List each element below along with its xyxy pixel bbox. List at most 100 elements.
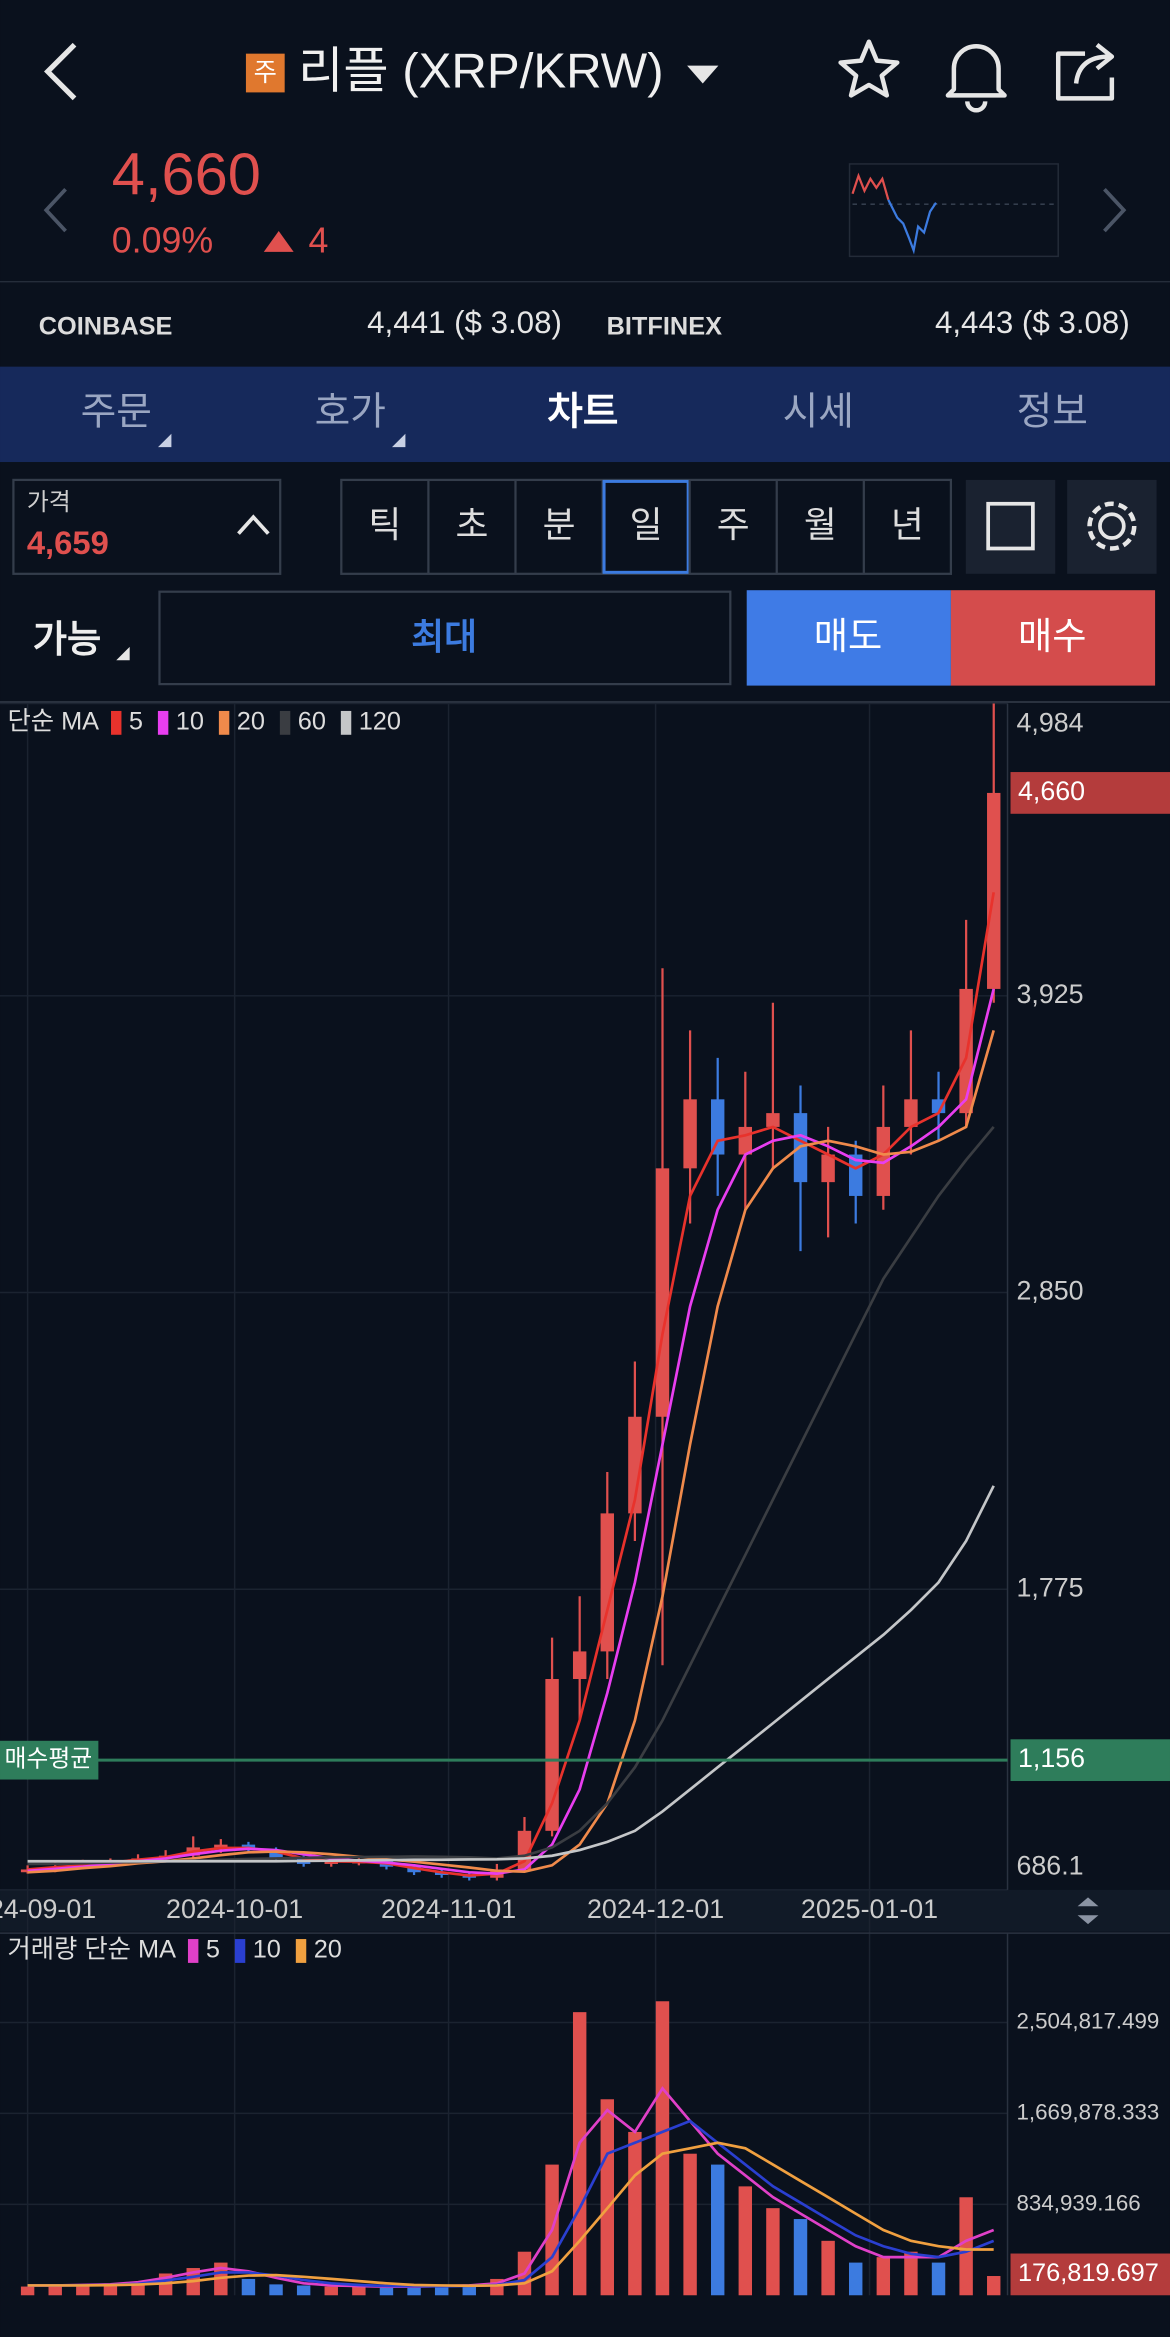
candle-body [710,1099,725,1155]
candle-body [766,1113,780,1127]
next-button[interactable] [1103,188,1127,233]
sell: 매도 [814,615,883,657]
favorite-button[interactable] [838,39,900,98]
legend-label: 20 [314,1936,342,1964]
value-tag [1010,2253,1170,2296]
prev-button[interactable] [43,188,67,233]
caret[interactable] [237,514,270,535]
candle-body [683,1099,697,1169]
price: 4,660 [112,141,261,208]
tab[interactable]: 시세 [783,391,854,434]
legend-label: 10 [176,708,204,736]
volume-bar [296,2285,311,2296]
candle-body [214,1844,228,1848]
volume-bar [600,2099,614,2296]
candle-body [904,1099,918,1127]
max-box[interactable] [158,590,732,686]
tab[interactable]: 호가 [315,391,386,434]
legend-title: 단순 MA [7,708,99,736]
legend-label: 120 [359,708,401,736]
candle-body [987,792,1001,989]
available[interactable]: 가능 [33,618,102,660]
x-tick-label: 2024-10-01 [166,1894,303,1924]
volume-bar [269,2284,283,2296]
volume-bar [683,2153,697,2296]
price-box[interactable] [12,478,282,575]
dropdown-icon[interactable] [687,65,719,84]
candle-body [849,1154,863,1196]
exchange-price: 4,443 ($ 3.08) [935,305,1130,340]
x-tick-label: 2024-09-01 [0,1894,96,1924]
volume-bar [959,2197,973,2296]
mini-chart-up [851,172,890,201]
layout-button[interactable] [965,479,1056,574]
up-icon [263,231,294,252]
settings-button[interactable] [1067,479,1157,574]
volume-bar [20,2286,35,2296]
candle-body [931,1099,946,1114]
sell-button[interactable] [746,590,951,686]
volume-bar [628,2131,642,2296]
legend-label: 10 [253,1936,281,1964]
volume-bar [352,2285,366,2296]
interval[interactable]: 주 [717,505,750,545]
exchange-name: BITFINEX [607,313,722,341]
ma-line [27,1029,995,1874]
back-button[interactable] [44,42,77,101]
candle-body [655,1168,670,1417]
volume-bar [793,2219,808,2296]
value-tag-label: 4,660 [1018,776,1085,806]
volume-bar [434,2285,449,2296]
x-axis-strip [0,1889,1170,1932]
tabs: 주문 호가 차트 시세 정보 [81,391,1088,434]
candle-body [269,1850,283,1859]
price-box-label: 가격 [27,489,71,516]
tab[interactable]: 정보 [1017,391,1088,434]
interval[interactable]: 분 [543,505,576,545]
max: 최대 [411,617,477,657]
average-label: 매수평균 [4,1745,92,1772]
legend-label: 5 [129,708,143,736]
buy-button[interactable] [950,590,1156,686]
interval-selected[interactable] [602,479,690,574]
change: 4 [309,220,329,260]
volume-bar [821,2240,835,2296]
price-box-value: 4,659 [27,524,109,561]
mini-chart-down [887,199,937,255]
legend-label: 20 [237,708,265,736]
volume-bar [766,2208,780,2296]
resize-icon[interactable] [1077,1897,1099,1925]
interval[interactable]: 일 [630,505,663,545]
y-tick-label: 3,925 [1016,979,1083,1009]
legend-swatch [234,1939,246,1963]
title[interactable]: 리플 (XRP/KRW) [298,44,663,99]
tab[interactable]: 주문 [81,391,152,434]
legend-swatch [279,710,291,735]
alarm-button[interactable] [945,43,1007,113]
volume-bar [904,2251,918,2296]
share-button[interactable] [1055,42,1115,101]
volume-bar [931,2262,946,2296]
volume-bar [462,2284,476,2296]
interval[interactable]: 년 [891,505,924,545]
volume-bar [655,2001,670,2296]
y-tick-label: 1,669,878.333 [1016,2099,1159,2124]
charts: 2024-09-01 2024-10-01 2024-11-01 2024-12-01… [0,702,1170,2296]
legend-title: 거래량 단순 MA [7,1936,176,1964]
volume-ma-line [27,2141,994,2288]
volume-bar [76,2284,90,2296]
interval[interactable]: 초 [455,505,488,545]
legend-label: 60 [298,708,326,736]
volume-bar [710,2164,725,2296]
candle-body [545,1679,559,1831]
interval[interactable]: 월 [804,505,837,545]
volume-bar [48,2285,62,2296]
volume-ma-line [27,2119,995,2288]
tab[interactable]: 차트 [547,391,618,434]
settings-icon [1098,512,1126,540]
interval[interactable]: 틱 [368,505,401,545]
volume-bar [324,2286,338,2296]
y-tick-label: 4,984 [1016,707,1083,737]
